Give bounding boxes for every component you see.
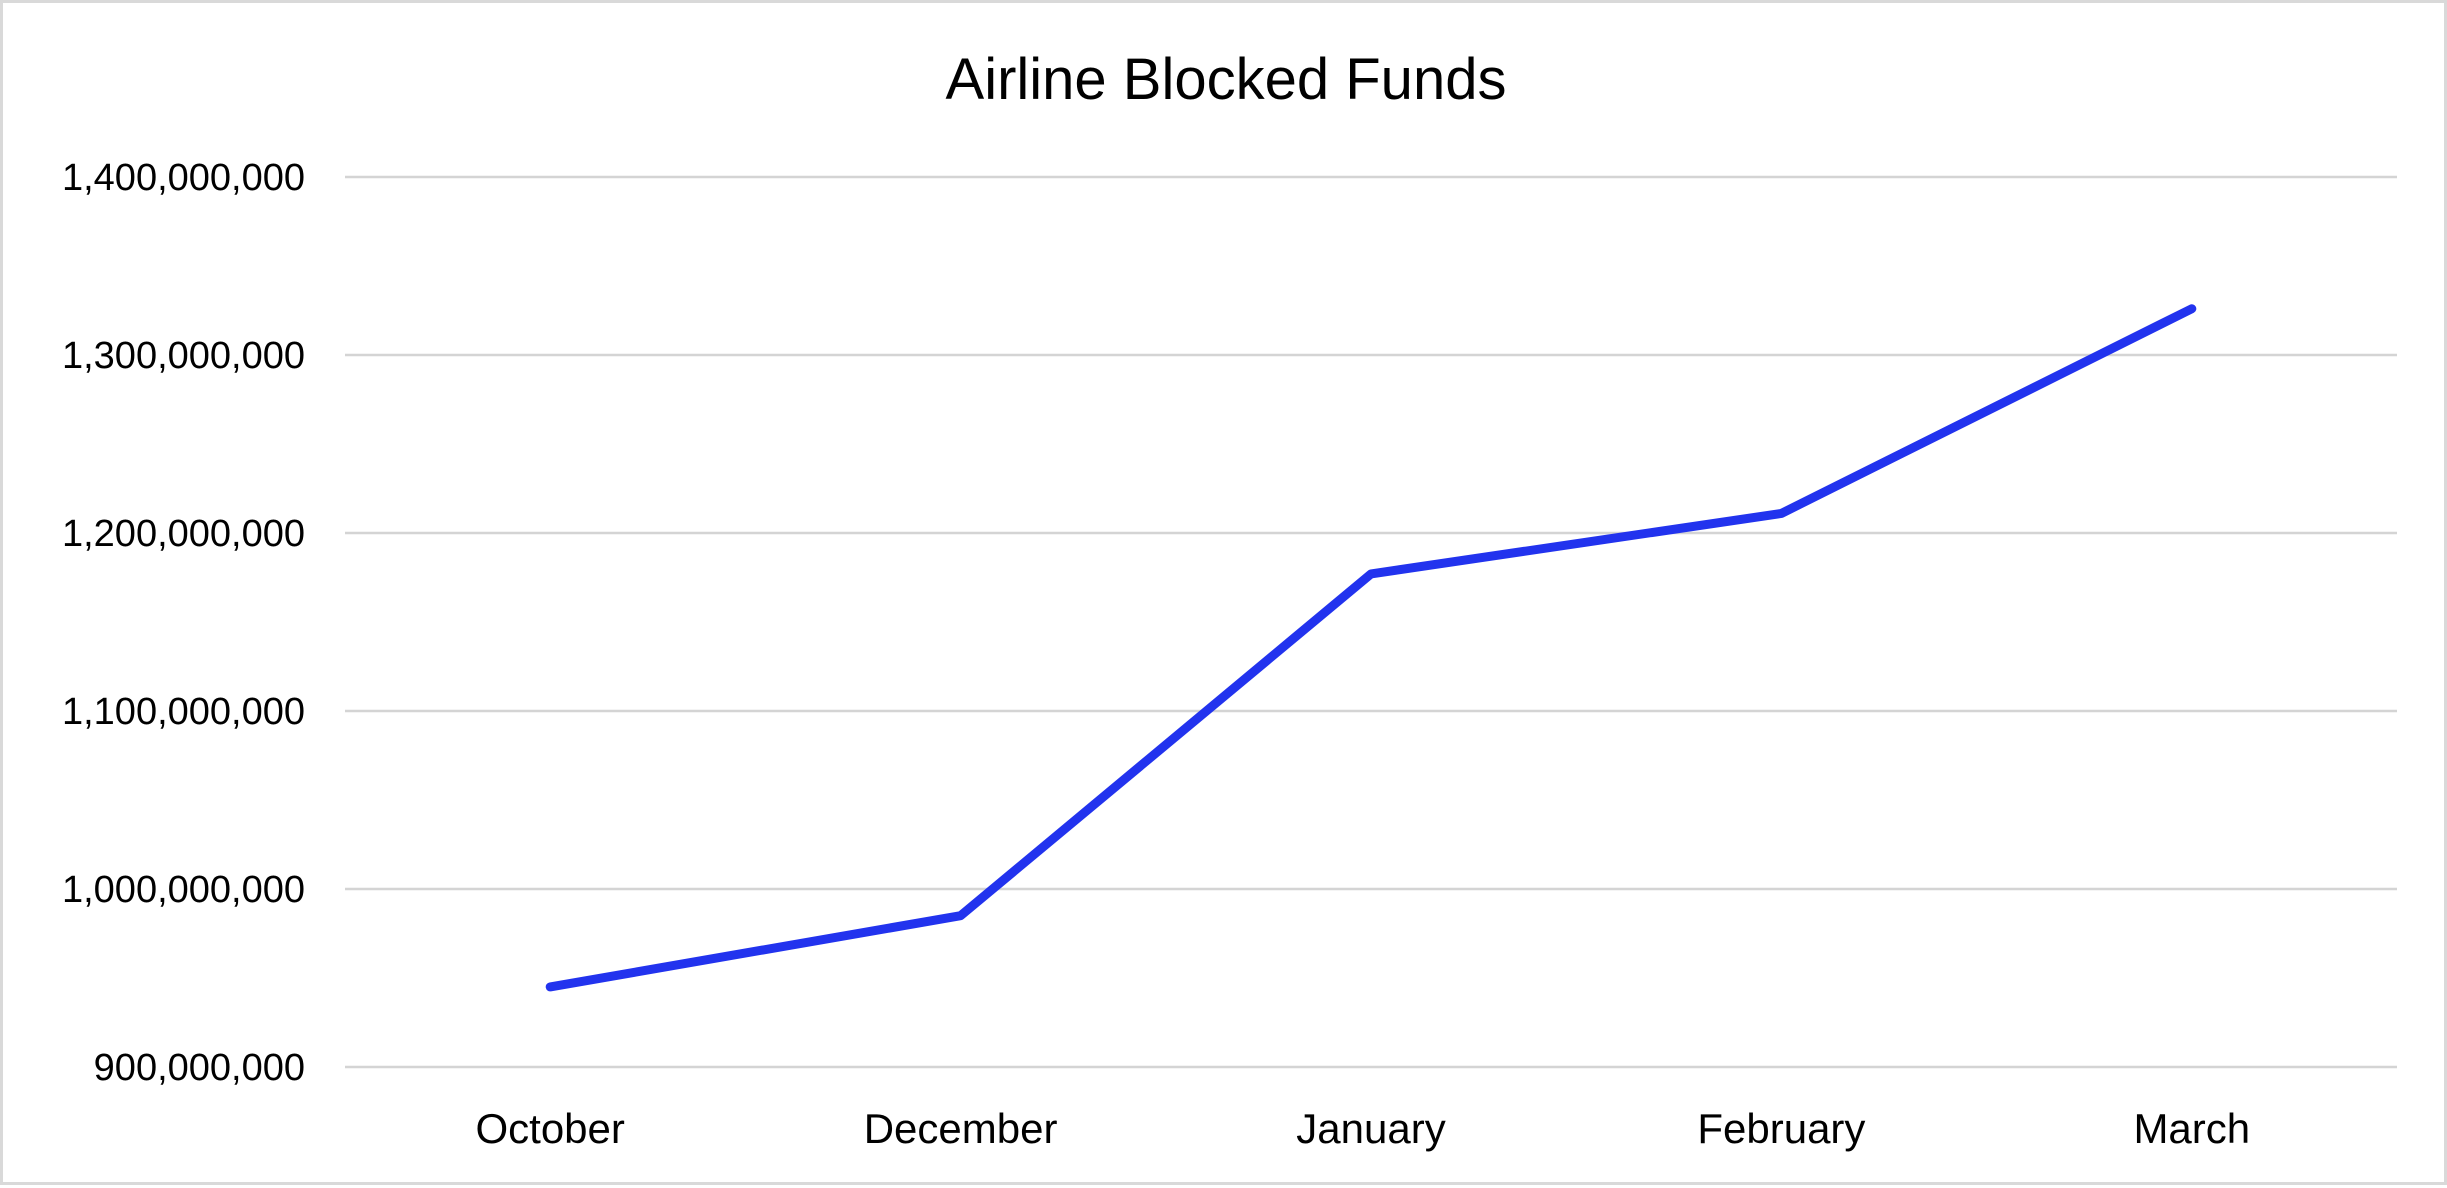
x-tick-label: December [864,1105,1058,1152]
x-tick-label: March [2133,1105,2250,1152]
y-tick-label: 1,100,000,000 [62,691,305,733]
line-chart: Airline Blocked Funds 900,000,000 1,000,0… [62,47,2397,1152]
y-tick-label: 1,400,000,000 [62,157,305,199]
x-axis-ticks: October December January February March [475,1105,2250,1152]
y-axis-ticks: 900,000,000 1,000,000,000 1,100,000,000 1,2… [62,157,305,1089]
y-tick-label: 1,000,000,000 [62,869,305,911]
series-group [545,304,2197,992]
gridlines [345,175,2397,1069]
y-tick-label: 900,000,000 [94,1047,305,1089]
x-tick-label: February [1697,1105,1865,1152]
x-tick-label: January [1296,1105,1445,1152]
series-line [545,304,2197,992]
y-tick-label: 1,200,000,000 [62,513,305,555]
chart-title: Airline Blocked Funds [946,47,1507,112]
x-tick-label: October [475,1105,624,1152]
y-tick-label: 1,300,000,000 [62,335,305,377]
